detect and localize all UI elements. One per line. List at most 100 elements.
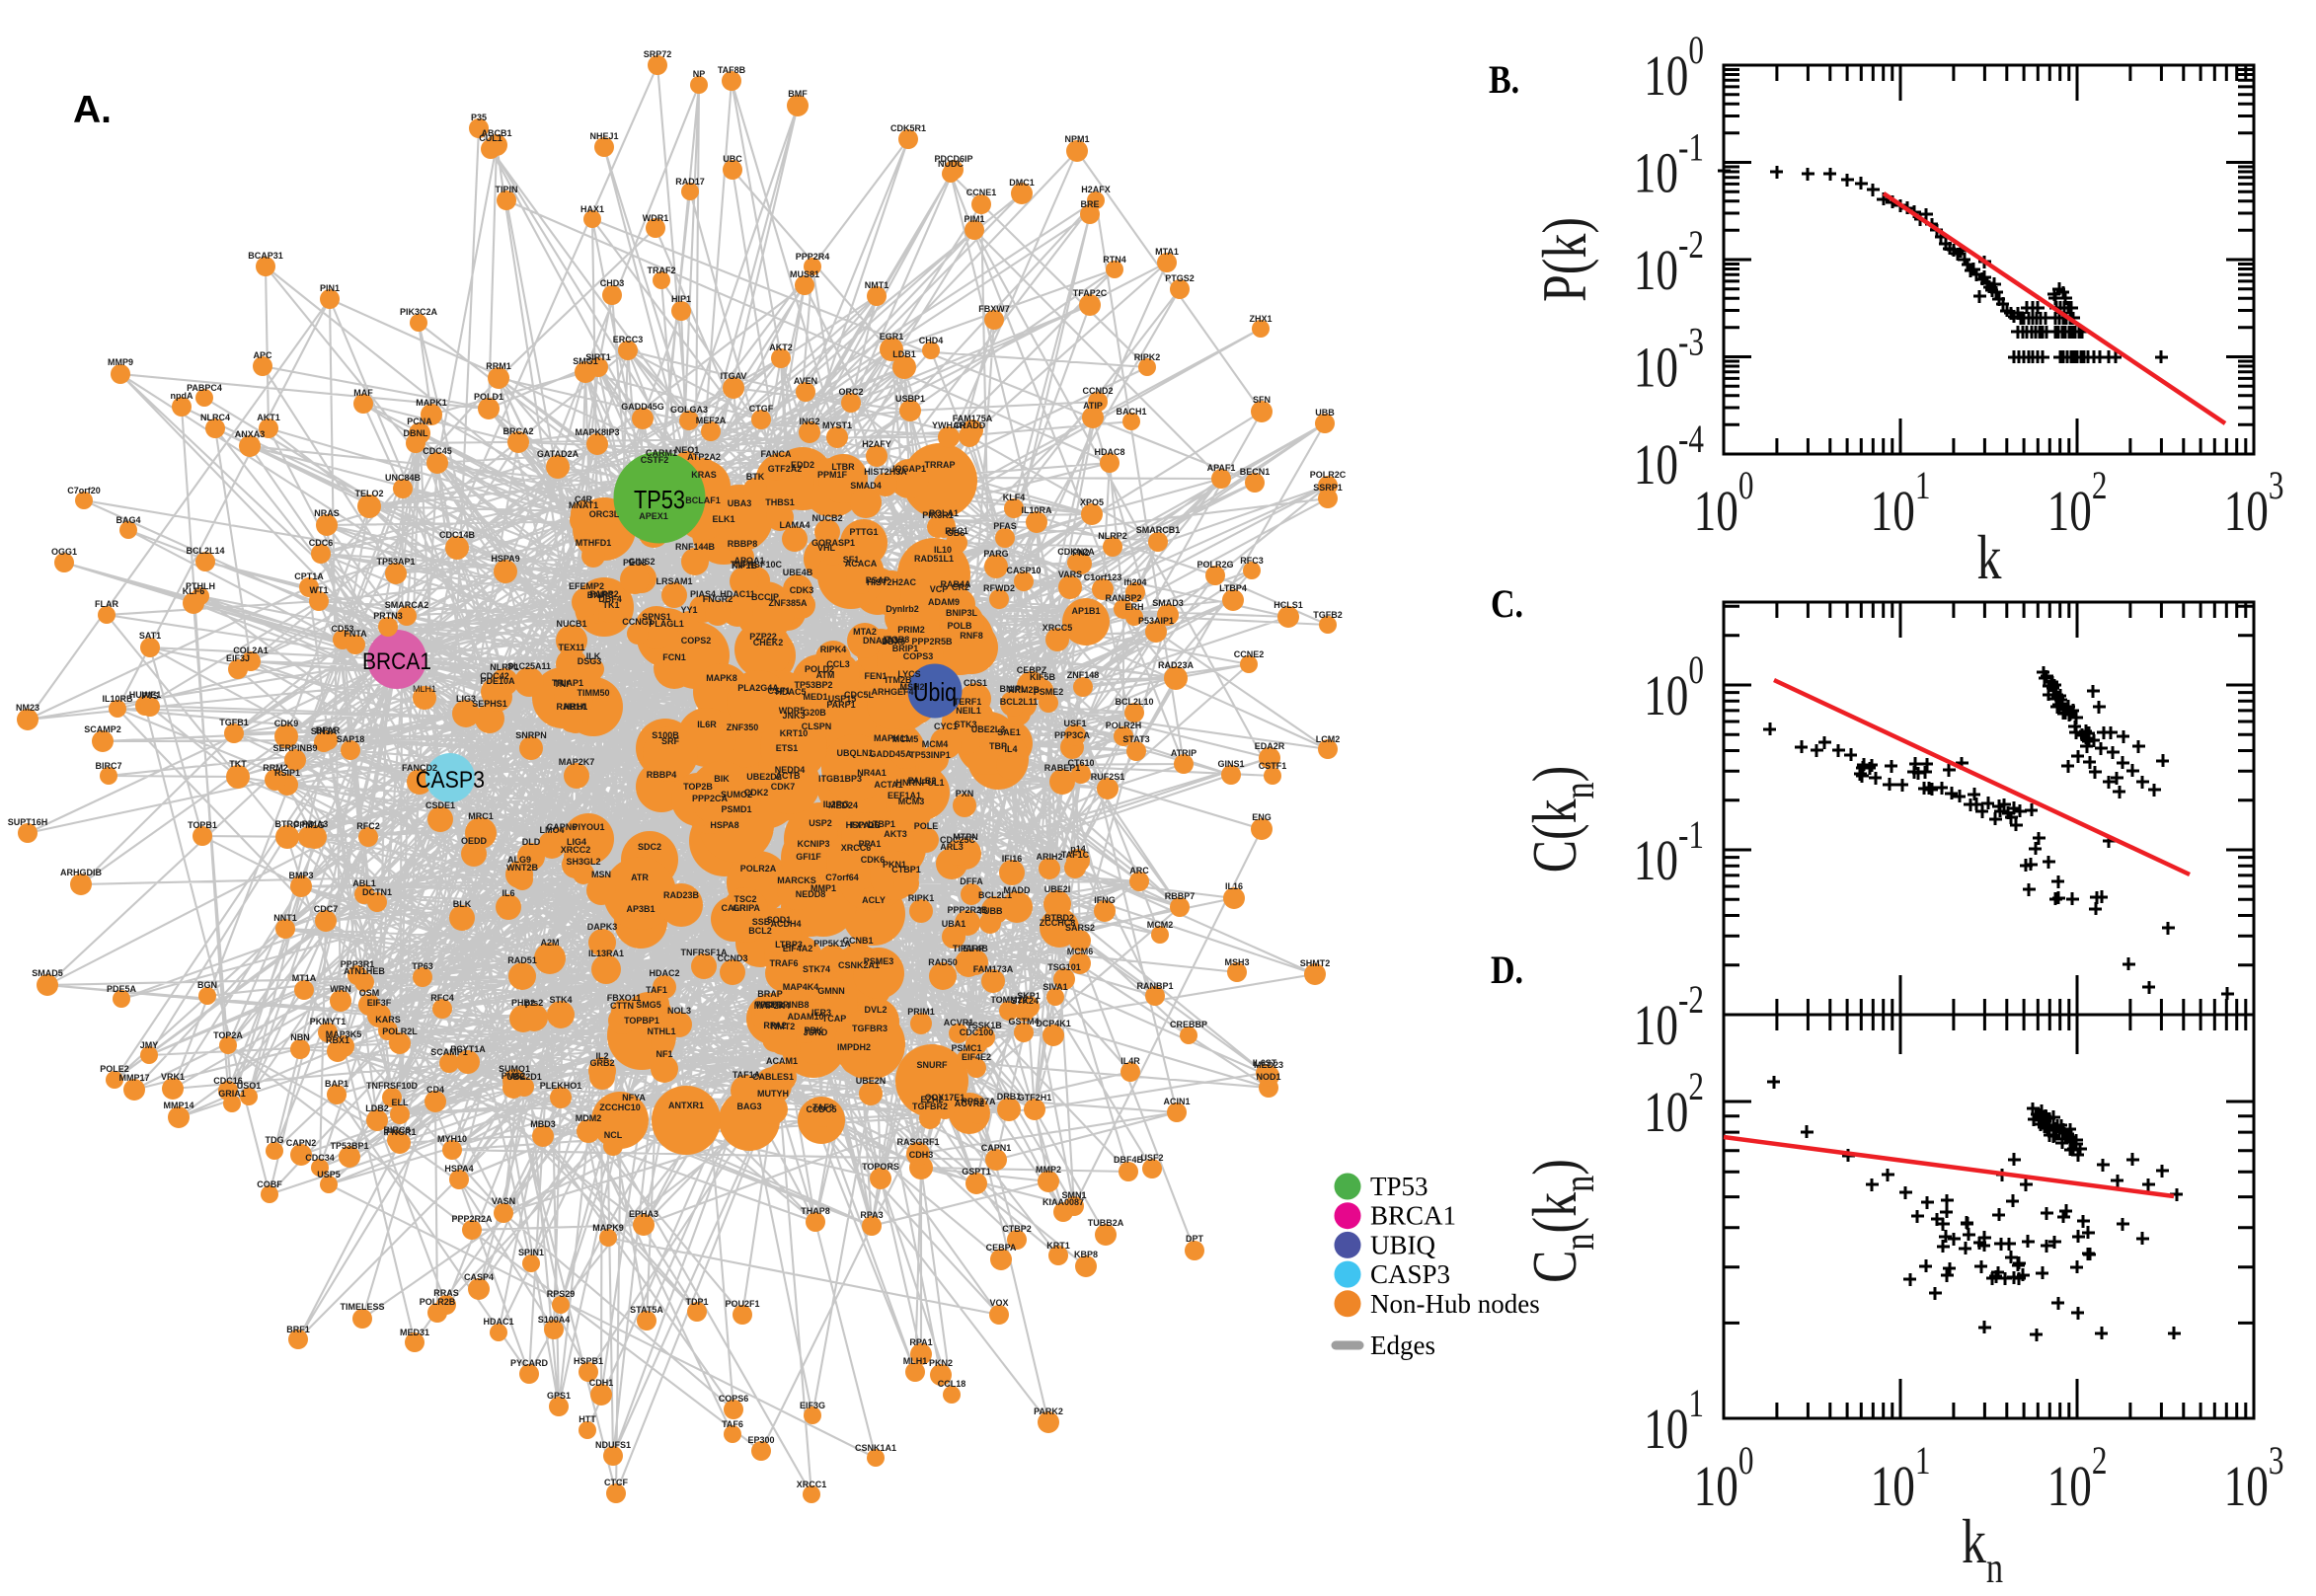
svg-text:DRB1: DRB1 [997,1092,1022,1102]
svg-text:ZNF385A: ZNF385A [768,598,808,608]
svg-text:PEG3: PEG3 [623,558,647,568]
svg-text:HSPB1: HSPB1 [574,1356,603,1366]
svg-text:PDE10A: PDE10A [480,676,515,686]
svg-text:ADAM9: ADAM9 [928,597,960,607]
svg-text:USF1: USF1 [1063,719,1086,728]
svg-text:POLR2A: POLR2A [740,864,777,874]
svg-text:ORC3L: ORC3L [589,509,620,519]
svg-text:PKN1: PKN1 [883,860,906,870]
svg-text:TOPORS: TOPORS [862,1162,899,1172]
svg-text:CDK5R1: CDK5R1 [890,123,926,133]
svg-text:CCND3: CCND3 [717,953,747,963]
svg-text:CDS1: CDS1 [964,678,987,688]
svg-text:PIM1: PIM1 [964,214,984,224]
svg-text:DBNL: DBNL [404,428,428,438]
svg-text:BECN1: BECN1 [1240,467,1271,477]
svg-text:GRIA1: GRIA1 [218,1089,246,1099]
svg-text:KIF1B: KIF1B [732,561,758,570]
svg-text:PPP3R1: PPP3R1 [341,959,375,969]
svg-text:NMT2: NMT2 [771,1022,796,1031]
svg-text:IL2: IL2 [595,1051,608,1061]
svg-text:BIK: BIK [714,774,730,784]
svg-text:LDB2: LDB2 [365,1103,389,1113]
svg-text:TIMELESS: TIMELESS [340,1302,384,1312]
svg-text:ITGB1BP3: ITGB1BP3 [818,774,862,784]
svg-text:MAPK1: MAPK1 [416,398,447,408]
svg-text:NEDD4: NEDD4 [775,765,806,775]
svg-text:EEF1A1: EEF1A1 [888,791,921,800]
svg-text:DSG3: DSG3 [578,656,602,666]
svg-text:GADD45G: GADD45G [621,402,664,412]
svg-text:VARS: VARS [1058,570,1082,579]
svg-text:GPS1: GPS1 [547,1391,571,1401]
svg-text:HIP1: HIP1 [671,294,691,304]
svg-text:TRAF6: TRAF6 [770,958,799,968]
svg-text:TAF6: TAF6 [722,1419,743,1429]
svg-text:PPP2R2A: PPP2R2A [451,1214,493,1224]
svg-text:PBK: PBK [804,1026,823,1035]
svg-text:TP53: TP53 [1370,1172,1428,1201]
svg-text:WDR5: WDR5 [779,706,806,716]
svg-text:UBB: UBB [1315,408,1335,418]
svg-text:RASGRF1: RASGRF1 [896,1137,939,1147]
svg-text:PSME3: PSME3 [864,956,894,966]
svg-text:MBD3: MBD3 [530,1119,556,1129]
svg-text:APOA1: APOA1 [733,556,764,566]
svg-text:MEF2A: MEF2A [696,416,727,425]
svg-text:ACLY: ACLY [862,895,886,905]
svg-text:RAD17: RAD17 [675,177,705,187]
svg-text:BRCA1: BRCA1 [362,648,431,675]
svg-text:JUND: JUND [804,1027,828,1037]
svg-text:MAPK8IP3: MAPK8IP3 [575,427,619,437]
svg-text:KCNIP3: KCNIP3 [797,839,829,849]
svg-text:DAPK3: DAPK3 [587,922,618,932]
svg-text:BRCA2: BRCA2 [502,426,533,436]
svg-text:MMP9: MMP9 [108,357,133,367]
svg-text:KLF4: KLF4 [1003,493,1026,502]
svg-text:TK1: TK1 [602,600,619,610]
svg-text:DCP4K1: DCP4K1 [1036,1019,1071,1028]
svg-text:VRK1: VRK1 [161,1072,185,1082]
svg-text:ACVR2: ACVR2 [955,1099,985,1108]
svg-text:UBE4B: UBE4B [783,568,813,577]
svg-text:MED31: MED31 [400,1328,429,1337]
svg-text:CHD4: CHD4 [919,336,944,345]
svg-text:SSB: SSB [752,917,771,927]
svg-text:POLR2H: POLR2H [1106,721,1142,730]
svg-text:P53AIP1: P53AIP1 [1138,616,1174,626]
svg-text:ELK1: ELK1 [712,514,734,524]
svg-text:PRIM1: PRIM1 [907,1007,935,1017]
svg-text:ZHX1: ZHX1 [1249,314,1272,324]
svg-text:IER3: IER3 [811,1008,831,1018]
svg-text:CDC34: CDC34 [305,1153,335,1163]
svg-text:PSMC1: PSMC1 [951,1043,981,1053]
svg-text:NRAS: NRAS [314,508,340,518]
svg-text:NOD1: NOD1 [1256,1072,1280,1082]
svg-text:HDAC5: HDAC5 [775,687,806,697]
svg-text:ZCCHC8: ZCCHC8 [1040,918,1076,928]
svg-text:BGN: BGN [197,980,217,990]
svg-text:TKT: TKT [229,759,247,769]
svg-text:COPS6: COPS6 [719,1394,749,1404]
svg-text:TRIAP1: TRIAP1 [552,678,583,688]
svg-text:TGFB2: TGFB2 [1313,610,1343,620]
svg-text:DDX5: DDX5 [882,637,905,646]
svg-text:SFN: SFN [1253,395,1271,405]
svg-text:IL10RB: IL10RB [102,694,133,704]
svg-text:PTS: PTS [141,691,159,701]
svg-text:EFEMP2: EFEMP2 [569,581,604,591]
svg-text:POLR2B: POLR2B [420,1297,456,1307]
svg-text:CDK2: CDK2 [744,788,769,798]
svg-text:SIN3A: SIN3A [311,726,338,736]
svg-text:ABCB1: ABCB1 [481,128,511,138]
svg-text:JNK3: JNK3 [782,711,805,721]
svg-text:GINS1: GINS1 [1217,759,1244,769]
svg-text:KRAS: KRAS [691,470,717,480]
svg-text:DMC1: DMC1 [1009,178,1035,188]
svg-text:TFAP2C: TFAP2C [1073,288,1108,298]
svg-text:NEO1: NEO1 [675,445,700,455]
svg-text:BCAP31: BCAP31 [248,251,283,261]
svg-text:BAP1: BAP1 [325,1079,348,1089]
svg-text:AP1B1: AP1B1 [1071,606,1100,616]
svg-text:CEBPA: CEBPA [986,1243,1017,1253]
